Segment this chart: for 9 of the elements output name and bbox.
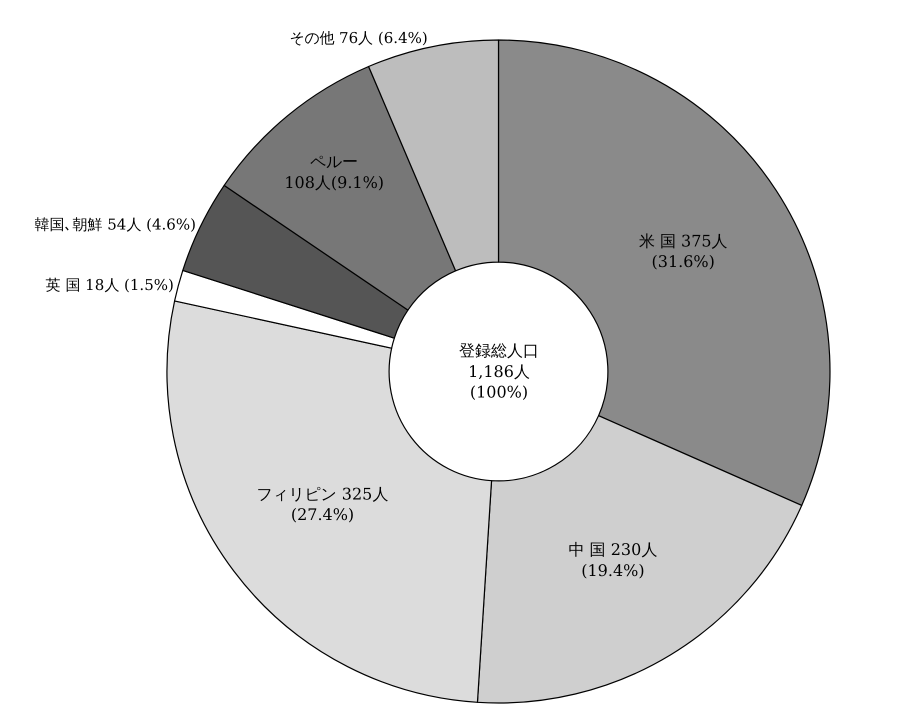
slice-label: 韓国､朝鮮 54人 (4.6%) [34,216,196,234]
slice-label: 英 国 18人 (1.5%) [46,276,174,294]
slice-label: ペルー [310,152,358,171]
slice-label: 米 国 375人 (31.6%) [638,231,728,272]
slice-label: 中 国 230人 (19.4%) [568,540,658,580]
data-label: 108人(9.1%) [284,172,384,192]
text: 登録総人口 1,186人 (100%) [459,341,539,402]
slice-label: その他 76人 (6.4%) [289,29,428,48]
slice-label: フィリピン 325人 (27.4%) [256,484,388,524]
